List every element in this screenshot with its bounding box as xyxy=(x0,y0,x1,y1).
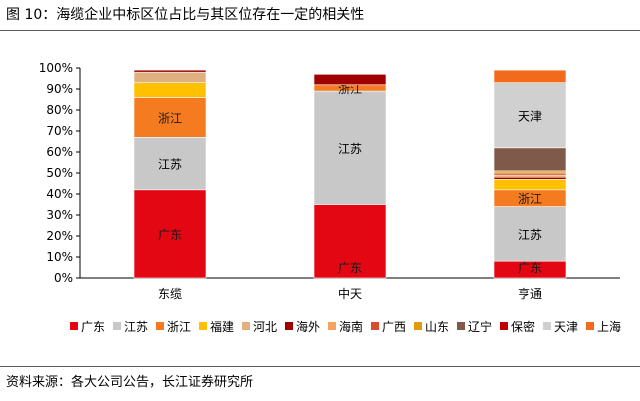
legend-label: 保密 xyxy=(511,319,535,334)
legend-swatch xyxy=(199,322,207,330)
bar-segment xyxy=(133,189,207,279)
bar-segment xyxy=(493,179,567,191)
bar-segment xyxy=(493,82,567,149)
bar-segment xyxy=(313,90,387,205)
y-tick-label: 70% xyxy=(46,124,73,138)
figure-title: 图 10：海缆企业中标区位占比与其区位存在一定的相关性 xyxy=(6,7,365,23)
bar-data-label: 浙江 xyxy=(518,192,542,206)
bar-data-label: 广东 xyxy=(158,228,182,242)
y-tick-label: 40% xyxy=(46,187,73,201)
y-tick-label: 50% xyxy=(46,166,73,180)
legend-swatch xyxy=(242,322,250,330)
bar-segment xyxy=(493,176,567,180)
bar-segment xyxy=(493,174,567,178)
y-tick-label: 60% xyxy=(46,145,73,159)
bar-segment xyxy=(133,71,207,83)
bar-data-label: 浙江 xyxy=(158,111,182,125)
bar-segment xyxy=(313,204,387,279)
legend-label: 天津 xyxy=(554,320,578,334)
x-category-label: 东缆 xyxy=(158,287,182,301)
legend-swatch xyxy=(586,322,594,330)
bar-data-label: 浙江 xyxy=(338,82,362,96)
bar-segment xyxy=(493,170,567,174)
legend-label: 辽宁 xyxy=(468,319,492,334)
bar-segment xyxy=(133,137,207,191)
legend-swatch xyxy=(285,322,293,330)
x-category-label: 亨通 xyxy=(518,286,542,301)
y-tick-label: 100% xyxy=(39,61,73,75)
legend-label: 山东 xyxy=(425,320,449,334)
legend-swatch xyxy=(457,322,465,330)
bar-segment xyxy=(493,147,567,172)
legend-swatch xyxy=(113,322,121,330)
legend-label: 河北 xyxy=(253,320,277,334)
legend-label: 上海 xyxy=(597,319,621,334)
legend-swatch xyxy=(371,322,379,330)
bar-segment xyxy=(133,97,207,138)
legend-label: 福建 xyxy=(210,319,234,334)
y-tick-label: 0% xyxy=(54,271,73,285)
y-tick-label: 80% xyxy=(46,103,73,117)
bar-data-label: 天津 xyxy=(518,109,542,123)
legend-label: 广东 xyxy=(81,320,105,334)
legend-swatch xyxy=(500,322,508,330)
legend-label: 海外 xyxy=(296,319,320,334)
y-tick-label: 90% xyxy=(46,82,73,96)
legend-label: 海南 xyxy=(339,319,363,334)
y-tick-label: 10% xyxy=(46,250,73,264)
legend-swatch xyxy=(543,322,551,330)
bar-segment xyxy=(493,69,567,83)
bar-segment xyxy=(493,172,567,176)
bar-data-label: 江苏 xyxy=(158,158,182,172)
legend-label: 广西 xyxy=(382,320,406,334)
legend-swatch xyxy=(70,322,78,330)
legend-label: 江苏 xyxy=(124,320,148,334)
bar-data-label: 广东 xyxy=(338,261,362,275)
bar-data-label: 广东 xyxy=(518,261,542,275)
source-note: 资料来源：各大公司公告，长江证券研究所 xyxy=(6,375,254,390)
source-divider xyxy=(0,366,640,367)
bar-segment xyxy=(313,74,387,86)
legend-label: 浙江 xyxy=(167,320,191,334)
y-tick-label: 30% xyxy=(46,208,73,222)
legend-swatch xyxy=(156,322,164,330)
title-divider xyxy=(0,30,640,31)
bar-segment xyxy=(133,69,207,73)
bar-segment xyxy=(133,82,207,98)
bar-data-label: 江苏 xyxy=(518,228,542,242)
legend-swatch xyxy=(414,322,422,330)
y-tick-label: 20% xyxy=(46,229,73,243)
x-category-label: 中天 xyxy=(338,286,362,301)
legend-swatch xyxy=(328,322,336,330)
bar-data-label: 江苏 xyxy=(338,142,362,156)
